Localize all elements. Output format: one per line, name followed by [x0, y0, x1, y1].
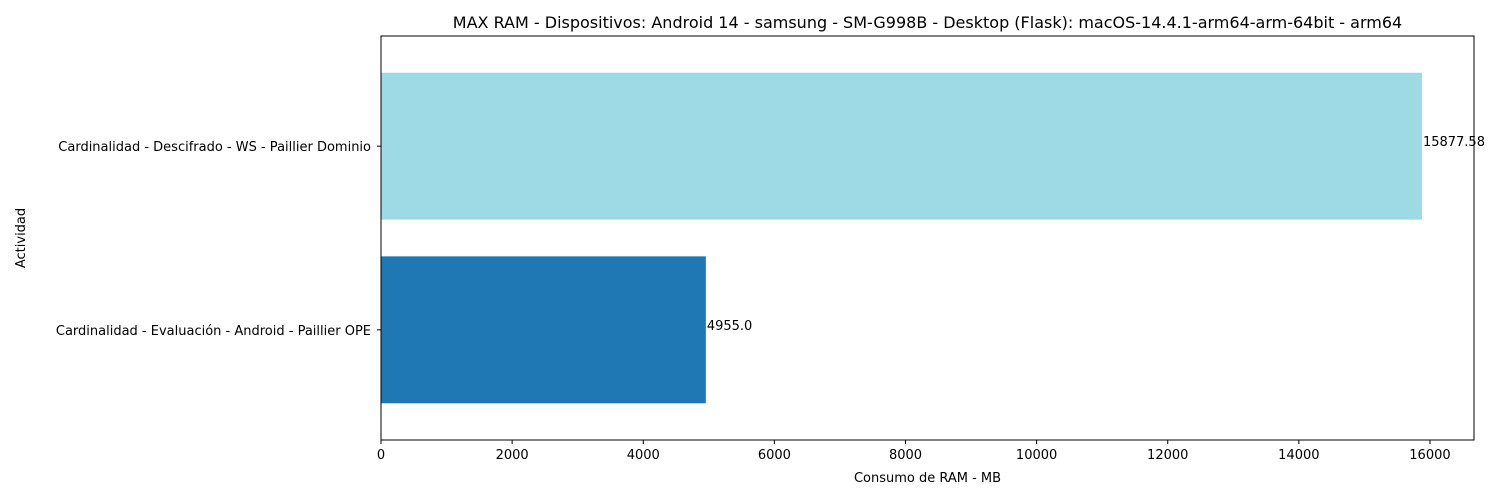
x-tick-label-5: 10000: [1016, 448, 1057, 463]
bar-0: [381, 256, 706, 404]
y-axis-title: Actividad: [14, 208, 29, 268]
x-axis-title: Consumo de RAM - MB: [854, 471, 1001, 486]
x-tick-label-3: 6000: [758, 448, 791, 463]
x-tick-label-0: 0: [377, 448, 385, 463]
x-tick-label-2: 4000: [627, 448, 660, 463]
bar-1: [381, 72, 1422, 220]
y-axis: Cardinalidad - Evaluación - Android - Pa…: [56, 140, 381, 339]
x-tick-label-6: 12000: [1147, 448, 1188, 463]
x-tick-label-7: 14000: [1278, 448, 1319, 463]
x-axis: 0 2000 4000 6000 8000 10000 12000 14000 16000: [377, 440, 1451, 463]
x-tick-label-8: 16000: [1409, 448, 1450, 463]
data-labels-group: 4955.0 15877.58: [707, 135, 1485, 334]
data-label-0: 4955.0: [707, 319, 753, 334]
chart-title: MAX RAM - Dispositivos: Android 14 - sam…: [453, 13, 1402, 32]
x-tick-label-4: 8000: [889, 448, 922, 463]
bars-group: [381, 72, 1422, 404]
x-tick-label-1: 2000: [496, 448, 529, 463]
data-label-1: 15877.58: [1423, 135, 1485, 150]
y-tick-label-1: Cardinalidad - Descifrado - WS - Paillie…: [58, 140, 371, 155]
plot-frame: [380, 35, 1475, 441]
y-tick-label-0: Cardinalidad - Evaluación - Android - Pa…: [56, 324, 371, 339]
